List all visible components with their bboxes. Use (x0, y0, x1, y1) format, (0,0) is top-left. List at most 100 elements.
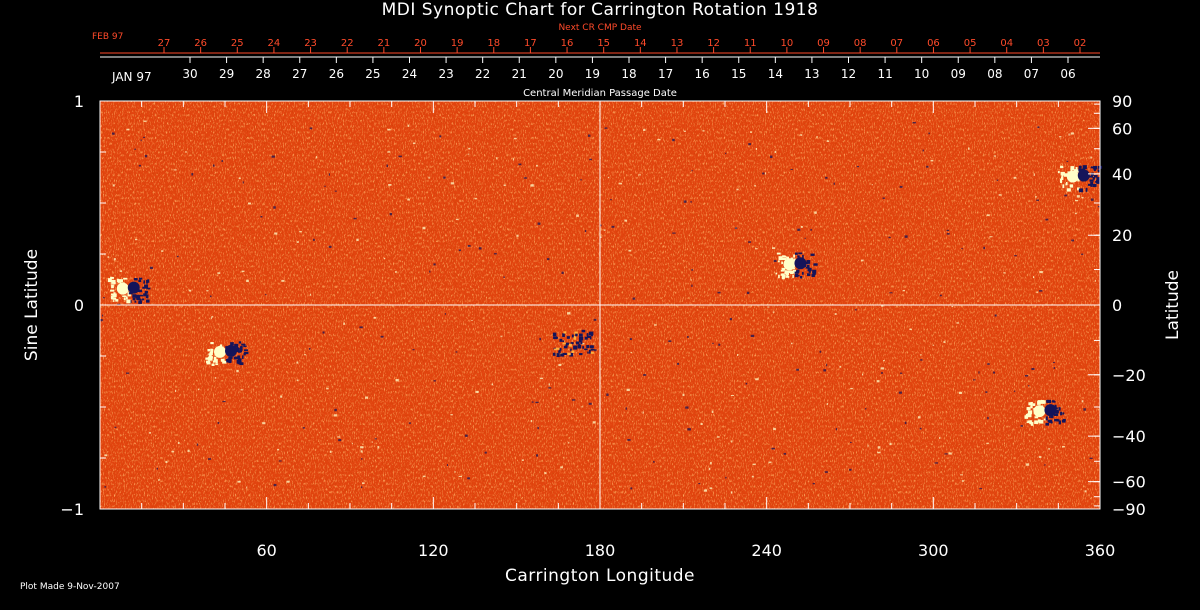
negative-speck (849, 468, 852, 471)
positive-speck (880, 367, 885, 370)
region-element (581, 329, 586, 333)
next-cr-day-label: 23 (304, 38, 317, 49)
region-element (1088, 175, 1094, 178)
negative-speck (717, 291, 721, 294)
region-element (792, 267, 795, 270)
positive-speck (450, 182, 455, 185)
region-element (562, 352, 567, 355)
positive-speck (530, 419, 533, 423)
region-element (590, 348, 595, 351)
negative-speck (302, 427, 305, 429)
region-element (1060, 411, 1063, 416)
negative-speck (994, 314, 997, 317)
region-element (1030, 401, 1033, 406)
region-element (110, 295, 114, 300)
region-element (1070, 166, 1075, 171)
positive-speck (351, 442, 353, 445)
negative-speck (144, 154, 148, 158)
positive-speck (826, 402, 828, 406)
positive-speck (458, 475, 462, 477)
negative-speck (126, 372, 130, 374)
positive-speck (800, 226, 803, 228)
positive-speck (455, 218, 459, 221)
positive-speck (1032, 276, 1035, 279)
positive-speck (262, 422, 266, 425)
region-element (220, 358, 225, 362)
region-element (1065, 181, 1068, 185)
negative-speck (324, 185, 326, 187)
negative-speck (888, 236, 891, 239)
cmp-day-label: 29 (219, 67, 234, 81)
negative-speck (433, 263, 436, 266)
negative-speck (100, 319, 103, 322)
y-right-tick-label: −90 (1112, 500, 1146, 519)
region-element (215, 363, 219, 366)
positive-speck (767, 306, 770, 308)
positive-speck (1068, 133, 1070, 136)
positive-speck (682, 393, 685, 397)
region-element (1065, 183, 1068, 186)
region-element (239, 362, 244, 366)
region-element (588, 349, 591, 354)
region-element (145, 284, 148, 289)
positive-speck (708, 467, 711, 470)
negative-speck (546, 258, 550, 261)
positive-speck (329, 450, 332, 453)
region-element (813, 263, 818, 266)
active-region (1024, 399, 1066, 426)
positive-speck (107, 256, 110, 258)
negative-speck (273, 206, 276, 209)
region-element (110, 276, 114, 279)
positive-speck (690, 279, 692, 281)
negative-speck (672, 232, 676, 234)
cmp-day-label: 06 (1060, 67, 1075, 81)
next-cr-day-label: 07 (890, 38, 903, 49)
region-element (1049, 415, 1051, 419)
region-element (1061, 419, 1065, 422)
positive-speck (1070, 132, 1074, 135)
region-element (582, 346, 585, 349)
next-cr-day-label: 04 (1000, 38, 1013, 49)
positive-speck (879, 318, 881, 320)
positive-speck (246, 279, 249, 283)
negative-speck (979, 488, 983, 490)
negative-speck (537, 222, 541, 225)
positive-speck (148, 432, 152, 434)
region-element (1060, 165, 1064, 169)
negative-speck (433, 380, 436, 382)
negative-speck (221, 159, 223, 162)
region-element (1078, 188, 1083, 193)
negative-speck (353, 217, 357, 220)
region-element (145, 294, 149, 299)
region-element (798, 252, 803, 255)
x-tick-label: 60 (256, 541, 276, 560)
positive-speck (939, 436, 941, 439)
region-element (1062, 412, 1065, 415)
region-element (1066, 188, 1071, 192)
region-element (558, 350, 561, 353)
region-element (587, 351, 589, 354)
positive-speck (388, 183, 392, 186)
positive-speck (683, 130, 686, 132)
positive-speck (450, 414, 453, 416)
positive-speck (360, 450, 363, 453)
y-right-tick-label: 60 (1112, 119, 1132, 138)
region-element (1093, 165, 1098, 170)
positive-speck (839, 365, 841, 368)
positive-speck (638, 174, 641, 176)
region-element (126, 299, 131, 304)
region-element (1032, 403, 1036, 406)
region-element (1087, 183, 1092, 186)
negative-speck (589, 158, 592, 161)
negative-speck (518, 163, 522, 166)
region-element (552, 332, 557, 337)
positive-speck (126, 128, 130, 131)
region-element (1029, 421, 1033, 425)
region-negative-core (127, 281, 140, 294)
positive-speck (883, 360, 885, 362)
region-element (806, 261, 809, 263)
next-cr-day-label: 27 (158, 38, 171, 49)
region-element (143, 293, 147, 297)
positive-speck (491, 383, 494, 386)
positive-speck (1039, 270, 1043, 274)
